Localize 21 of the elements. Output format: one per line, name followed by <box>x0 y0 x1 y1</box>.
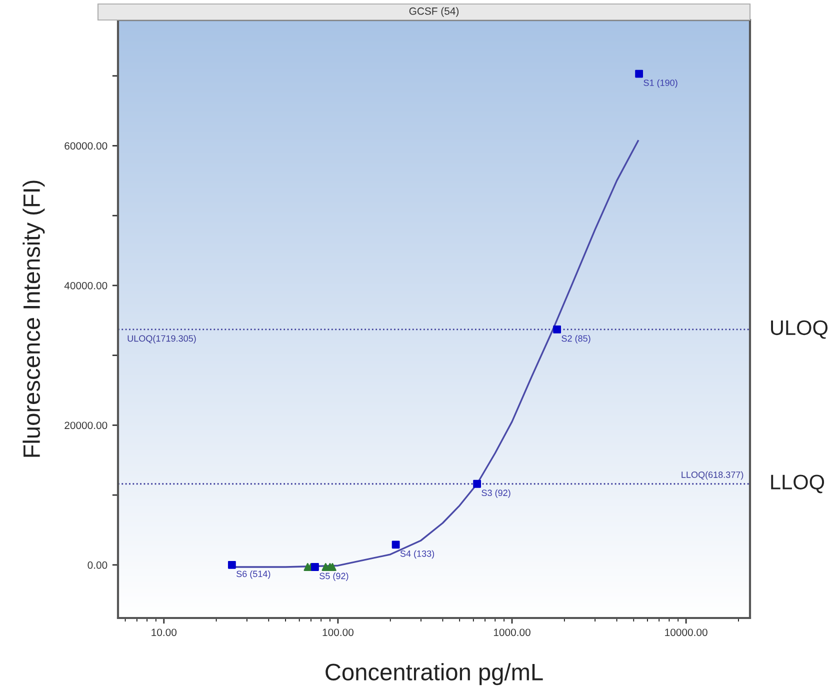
annotation: S1 (190) <box>644 79 678 88</box>
annotation: S5 (92) <box>320 572 348 581</box>
chart-title: GCSF (54) <box>409 7 459 17</box>
annotation: S2 (85) <box>562 335 590 344</box>
x-tick-label: 10000.00 <box>665 628 708 636</box>
y-axis-title: Fluorescence Intensity (FI) <box>22 180 45 457</box>
y-tick-label: 40000.00 <box>64 282 108 290</box>
y-tick-label: 20000.00 <box>64 422 108 430</box>
ref-line-label: LLOQ(618.377) <box>682 471 744 480</box>
annotation: S6 (514) <box>236 570 270 579</box>
x-tick-label: 100.00 <box>322 628 354 636</box>
annotation: S4 (133) <box>400 550 434 559</box>
y-tick-label: 60000.00 <box>64 142 108 150</box>
annotation: S3 (92) <box>482 489 510 498</box>
x-tick-label: 10.00 <box>152 628 177 636</box>
text: ULOQ <box>771 320 828 339</box>
x-axis-title: Concentration pg/mL <box>326 663 543 686</box>
text: LLOQ <box>771 474 824 494</box>
x-tick-label: 1000.00 <box>494 628 530 636</box>
y-tick-label: 0.00 <box>88 561 108 569</box>
ref-line-label: ULOQ(1719.305) <box>128 335 196 344</box>
